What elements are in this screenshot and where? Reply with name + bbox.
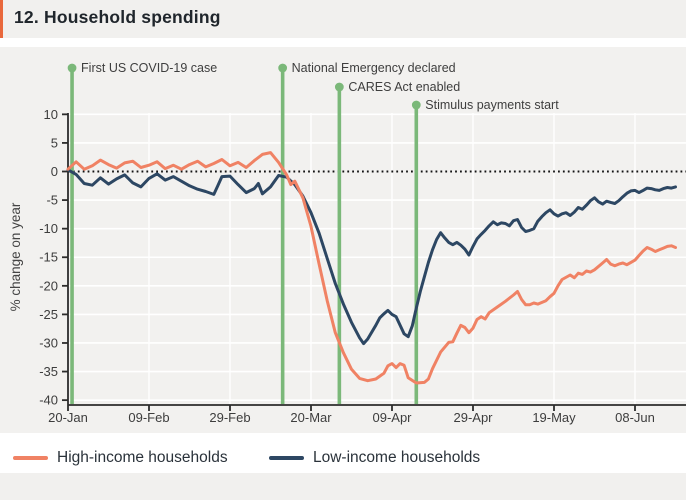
title-band: 12. Household spending [0,0,686,38]
legend-band [0,433,686,473]
page-title: 12. Household spending [14,7,221,27]
legend-item-low-income: Low-income households [269,448,480,468]
chart-area [0,47,686,433]
source-band: Source: www.tracktherecovery.org. Data a… [0,473,686,500]
legend-swatch-low-income [269,456,304,460]
legend-item-high-income: High-income households [13,448,228,468]
accent-bar [0,0,3,38]
legend-swatch-high-income [13,456,48,460]
legend-label-low-income: Low-income households [313,449,481,466]
legend-label-high-income: High-income households [57,449,228,466]
